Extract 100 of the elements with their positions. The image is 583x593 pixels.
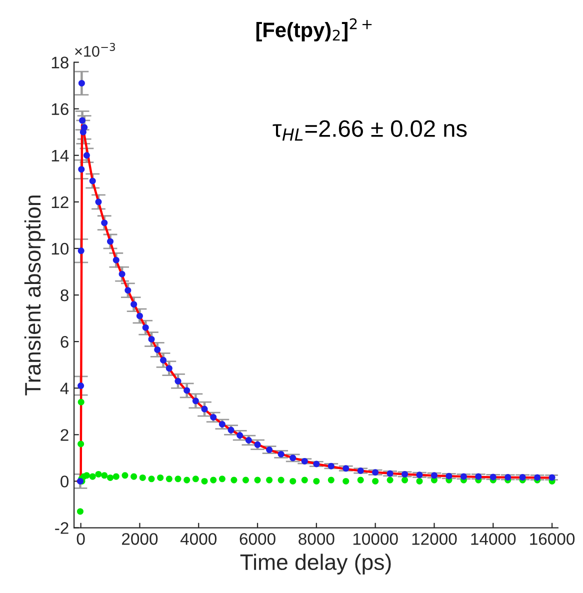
point xyxy=(160,356,167,364)
y-tick-label: 10 xyxy=(52,242,69,255)
point xyxy=(136,312,143,320)
point xyxy=(148,476,155,482)
annotation: τ$_{HL}$=2.66 ± 0.02 ns xyxy=(272,120,467,141)
point xyxy=(218,476,226,482)
point xyxy=(230,476,238,484)
point xyxy=(242,476,249,484)
point xyxy=(118,270,126,278)
point xyxy=(386,476,394,484)
y-tick-label: 18 xyxy=(52,56,68,68)
y-tick-label: 8 xyxy=(60,289,68,302)
x-tick-label: 0 xyxy=(76,533,85,545)
x-tick-label: 2000 xyxy=(122,533,158,545)
point xyxy=(83,152,90,159)
point xyxy=(139,474,146,481)
point xyxy=(402,476,408,484)
point xyxy=(372,478,379,484)
y-tick-label: -2 xyxy=(55,522,68,534)
point xyxy=(201,406,208,412)
y-axis-title: Transient absorption xyxy=(24,196,46,396)
point xyxy=(83,472,90,479)
x-tick-label: 6000 xyxy=(240,533,276,545)
point xyxy=(81,124,88,131)
point xyxy=(79,117,86,124)
point xyxy=(342,478,350,484)
point xyxy=(148,336,155,342)
point xyxy=(372,469,379,476)
point xyxy=(174,378,182,384)
y-tick-label: 16 xyxy=(52,103,68,116)
point xyxy=(78,398,84,406)
point xyxy=(301,476,308,484)
point xyxy=(184,387,190,394)
point xyxy=(130,301,138,308)
point xyxy=(76,508,84,515)
x-tick-label: 16000 xyxy=(530,533,575,545)
chart-title: [Fe(tpy)$_{2}$]$^{2+}$ xyxy=(256,18,372,42)
point xyxy=(95,470,102,478)
y-tick-label: 14 xyxy=(52,150,69,162)
point xyxy=(78,440,84,448)
point xyxy=(290,478,296,484)
point xyxy=(154,346,161,353)
x-tick-label: 14000 xyxy=(471,533,516,545)
point xyxy=(266,476,273,484)
point xyxy=(78,166,85,173)
point xyxy=(210,476,217,484)
point xyxy=(490,474,496,480)
point xyxy=(357,467,364,474)
point xyxy=(192,476,199,482)
point xyxy=(101,472,108,479)
y-tick-label: 12 xyxy=(52,196,68,208)
point xyxy=(245,437,252,444)
point xyxy=(95,198,102,206)
x-tick-label: 8000 xyxy=(298,533,334,545)
x-tick-label: 12000 xyxy=(412,533,457,545)
point xyxy=(107,474,114,481)
point xyxy=(357,476,364,484)
point xyxy=(313,478,320,484)
point xyxy=(328,462,334,470)
point xyxy=(278,476,284,484)
point xyxy=(534,474,541,481)
point xyxy=(201,478,208,484)
point xyxy=(130,473,138,480)
point xyxy=(174,476,182,482)
text: ×10$^{−3}$ xyxy=(75,42,116,57)
point xyxy=(192,398,199,404)
point xyxy=(328,476,334,484)
point xyxy=(157,474,164,481)
y-tick-label: 6 xyxy=(60,336,68,348)
point xyxy=(430,472,438,479)
point xyxy=(290,454,296,462)
point xyxy=(402,470,408,478)
point xyxy=(112,473,120,480)
point xyxy=(112,256,120,264)
y-tick-label: 2 xyxy=(60,429,68,441)
point xyxy=(266,446,273,454)
y-tick-label: 4 xyxy=(60,382,69,394)
point xyxy=(124,287,132,294)
point xyxy=(416,478,423,484)
point xyxy=(460,473,467,480)
point xyxy=(89,178,96,184)
point xyxy=(254,476,261,484)
point xyxy=(504,474,512,481)
point xyxy=(78,248,84,254)
point xyxy=(101,220,108,226)
x-tick-label: 4000 xyxy=(180,533,217,545)
point xyxy=(236,432,244,439)
point xyxy=(184,476,190,484)
point xyxy=(342,465,350,472)
point xyxy=(166,365,172,372)
x-tick-label: 10000 xyxy=(353,533,398,545)
y-tick-label: 0 xyxy=(60,476,69,488)
point xyxy=(78,80,85,86)
point xyxy=(166,476,172,482)
point xyxy=(107,238,114,245)
x-axis-title: Time delay (ps) xyxy=(240,554,391,574)
point xyxy=(122,472,128,479)
point xyxy=(142,324,149,331)
point xyxy=(78,382,84,390)
point xyxy=(89,473,96,480)
